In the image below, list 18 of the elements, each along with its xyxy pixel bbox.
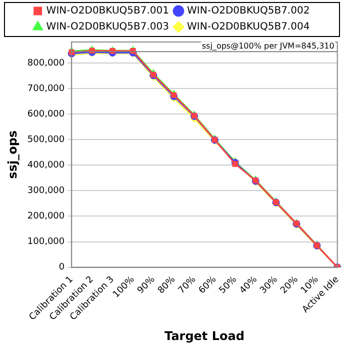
y-tick-label: 300,000 xyxy=(27,186,65,196)
y-tick-label: 500,000 xyxy=(27,135,65,146)
legend-label: WIN-O2D0BKUQ5B7.003 xyxy=(46,22,170,33)
y-tick-label: 200,000 xyxy=(27,212,65,222)
legend-label: WIN-O2D0BKUQ5B7.004 xyxy=(187,22,310,33)
y-tick-label: 0 xyxy=(58,262,65,273)
x-axis-title: Target Load xyxy=(164,328,244,343)
y-axis-title: ssj_ops xyxy=(5,130,20,179)
point xyxy=(170,92,177,98)
y-tick-label: 600,000 xyxy=(27,110,65,120)
y-tick-label: 400,000 xyxy=(27,160,65,171)
y-tick-label: 100,000 xyxy=(27,237,65,248)
y-tick-label: 700,000 xyxy=(27,84,65,94)
legend-label: WIN-O2D0BKUQ5B7.001 xyxy=(46,6,170,17)
point xyxy=(232,161,238,167)
y-tick-label: 800,000 xyxy=(27,58,65,69)
legend-label: WIN-O2D0BKUQ5B7.002 xyxy=(187,6,310,17)
ref-line-label: ssj_ops@100% per JVM=845,310 xyxy=(202,42,334,51)
